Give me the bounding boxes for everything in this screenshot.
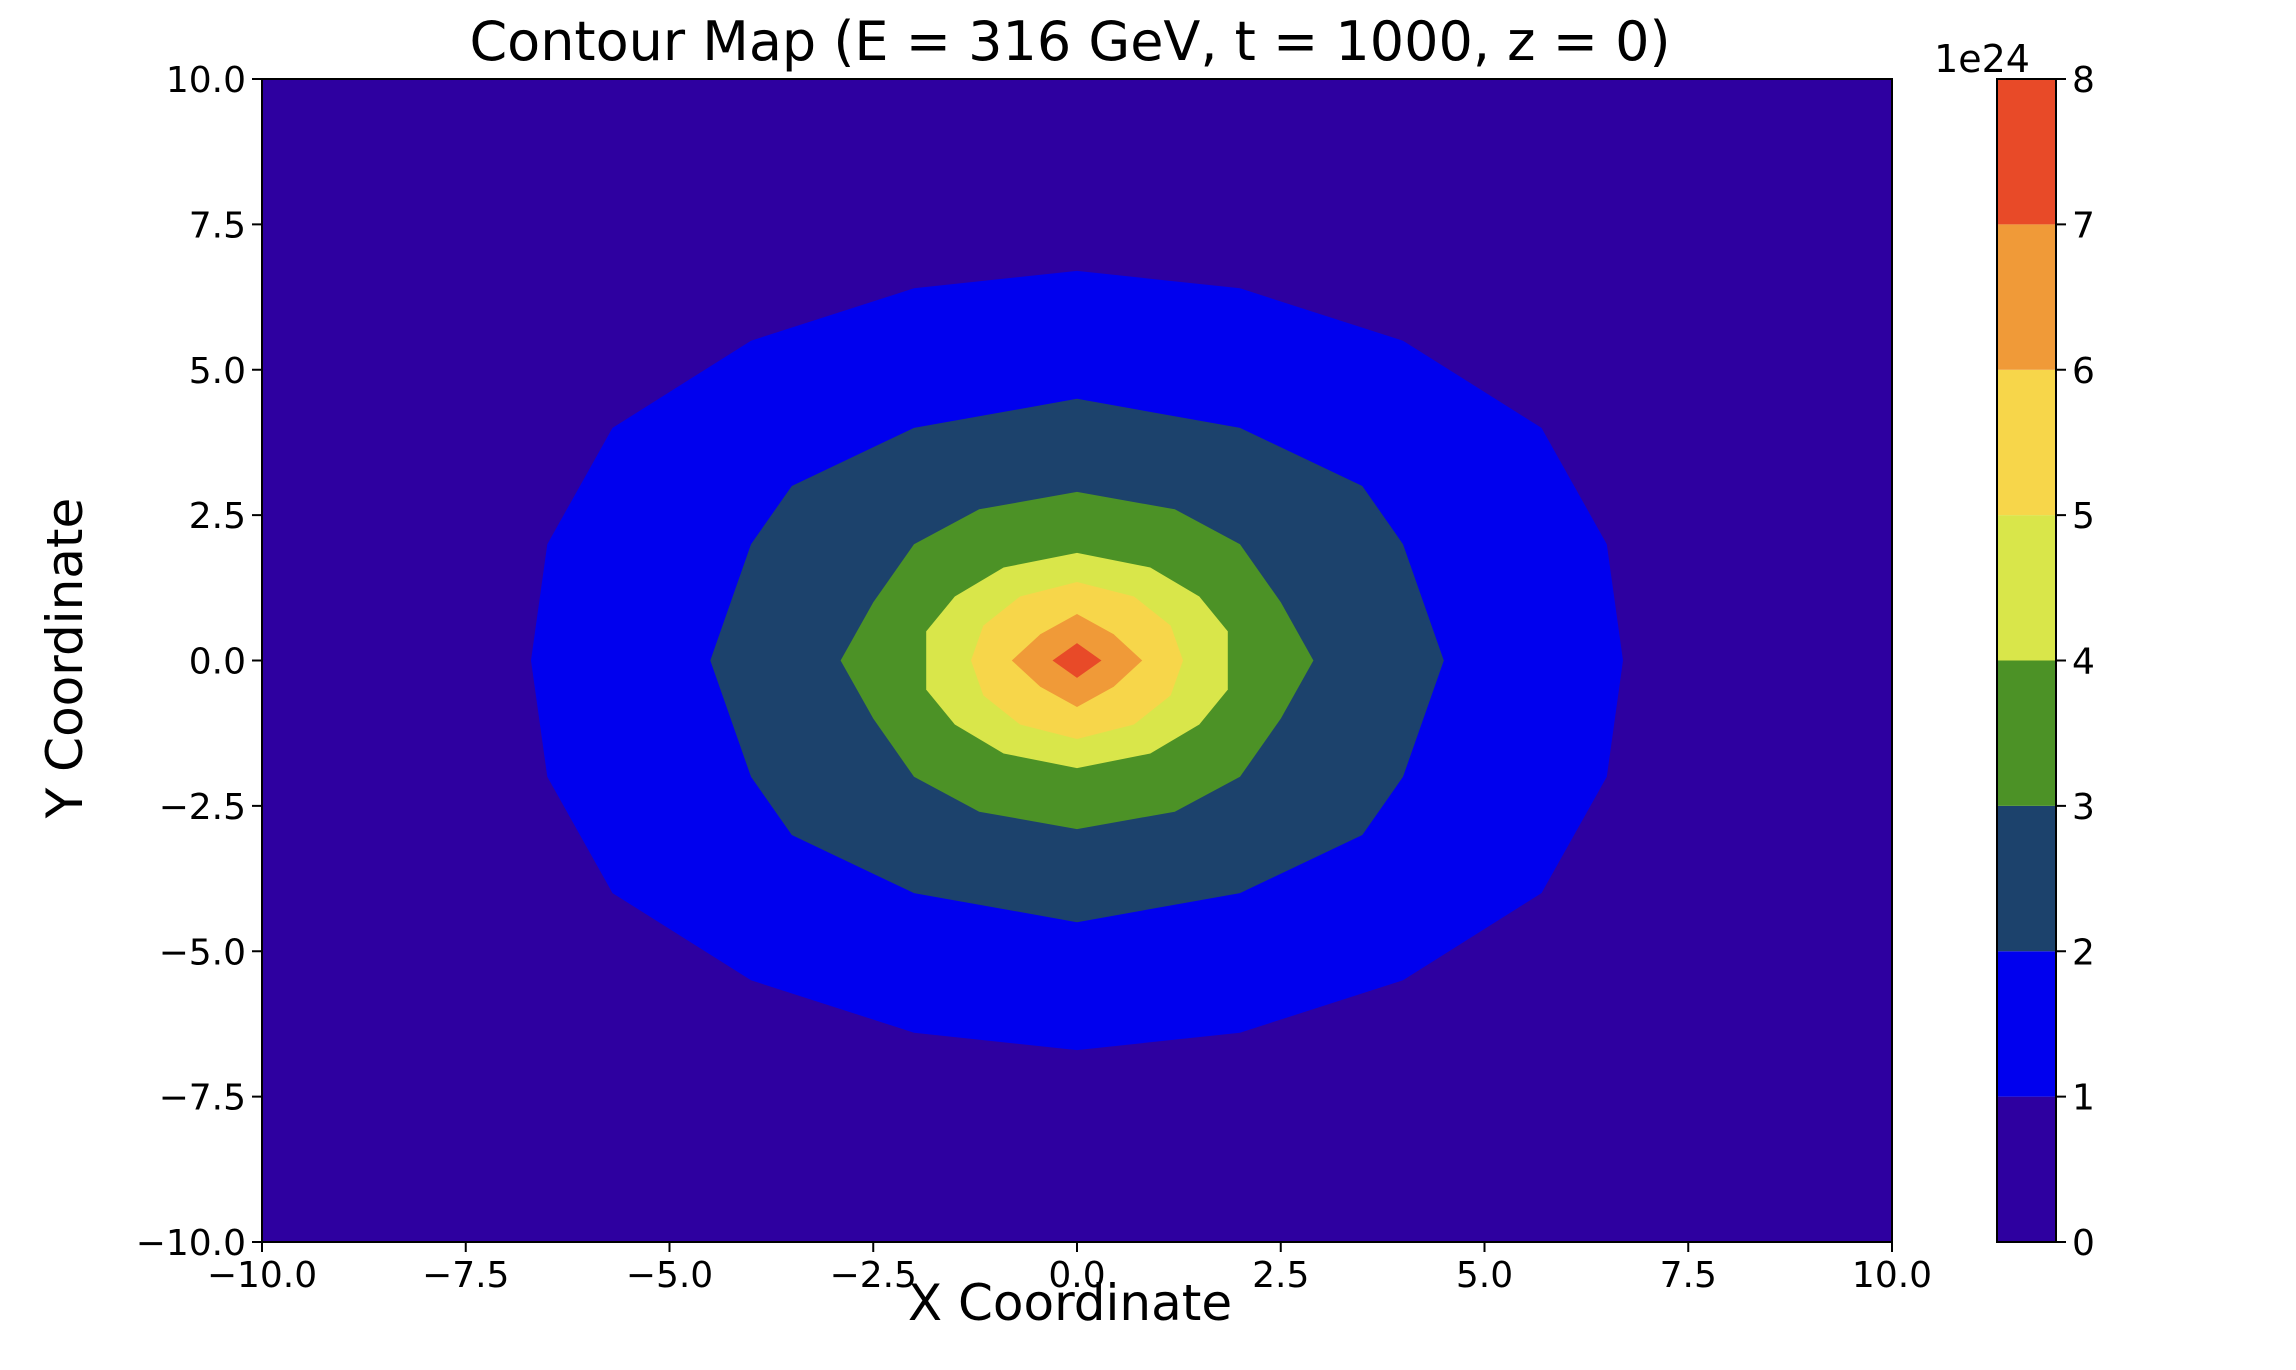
- y-tick-label: −2.5: [159, 787, 246, 828]
- colorbar-segment-5: [1997, 369, 2056, 516]
- colorbar-tick-label: 2: [2072, 932, 2095, 973]
- x-tick-label: −10.0: [207, 1255, 317, 1296]
- x-tick-label: −2.5: [830, 1255, 917, 1296]
- y-tick-label: −5.0: [159, 932, 246, 973]
- colorbar-scale-label: 1e24: [1934, 37, 2030, 81]
- x-axis: −10.0 −7.5 −5.0 −2.5 0.0 2.5 5.0 7.5 10.0: [207, 1242, 1932, 1296]
- colorbar-segment-1: [1997, 951, 2056, 1097]
- y-tick-label: −10.0: [136, 1223, 246, 1264]
- colorbar-tick-label: 5: [2072, 496, 2095, 537]
- colorbar-tick-label: 8: [2072, 60, 2095, 101]
- colorbar-tick-label: 7: [2072, 205, 2095, 246]
- colorbar-segment-3: [1997, 660, 2056, 806]
- y-tick-label: −7.5: [159, 1078, 246, 1119]
- y-tick-label: 7.5: [189, 205, 246, 246]
- colorbar-tick-label: 6: [2072, 351, 2095, 392]
- x-tick-label: −5.0: [626, 1255, 713, 1296]
- x-tick-label: 0.0: [1048, 1255, 1105, 1296]
- colorbar: 0 1 2 3 4 5 6 7 8: [1996, 60, 2095, 1264]
- y-tick-label: 5.0: [189, 351, 246, 392]
- colorbar-tick-label: 3: [2072, 787, 2095, 828]
- x-tick-label: 2.5: [1252, 1255, 1309, 1296]
- colorbar-segment-6: [1997, 224, 2056, 370]
- colorbar-segment-0: [1997, 1096, 2056, 1242]
- x-tick-label: 7.5: [1660, 1255, 1717, 1296]
- x-axis-label: X Coordinate: [908, 1274, 1232, 1332]
- y-axis: −10.0 −7.5 −5.0 −2.5 0.0 2.5 5.0 7.5 10.0: [136, 60, 262, 1264]
- x-tick-label: 10.0: [1852, 1255, 1932, 1296]
- plot-area: [261, 78, 1893, 1243]
- y-tick-label: 10.0: [166, 60, 246, 101]
- x-tick-label: 5.0: [1456, 1255, 1513, 1296]
- colorbar-segment-2: [1997, 805, 2056, 952]
- colorbar-tick-label: 4: [2072, 642, 2095, 683]
- colorbar-tick-label: 0: [2072, 1223, 2095, 1264]
- y-axis-label: Y Coordinate: [36, 498, 94, 820]
- colorbar-segment-4: [1997, 515, 2056, 661]
- colorbar-segment-7: [1997, 79, 2056, 225]
- y-tick-label: 0.0: [189, 642, 246, 683]
- colorbar-tick-label: 1: [2072, 1078, 2095, 1119]
- contour-band-7: [1052, 643, 1102, 678]
- chart-title: Contour Map (E = 316 GeV, t = 1000, z = …: [469, 10, 1670, 73]
- x-tick-label: −7.5: [422, 1255, 509, 1296]
- y-tick-label: 2.5: [189, 496, 246, 537]
